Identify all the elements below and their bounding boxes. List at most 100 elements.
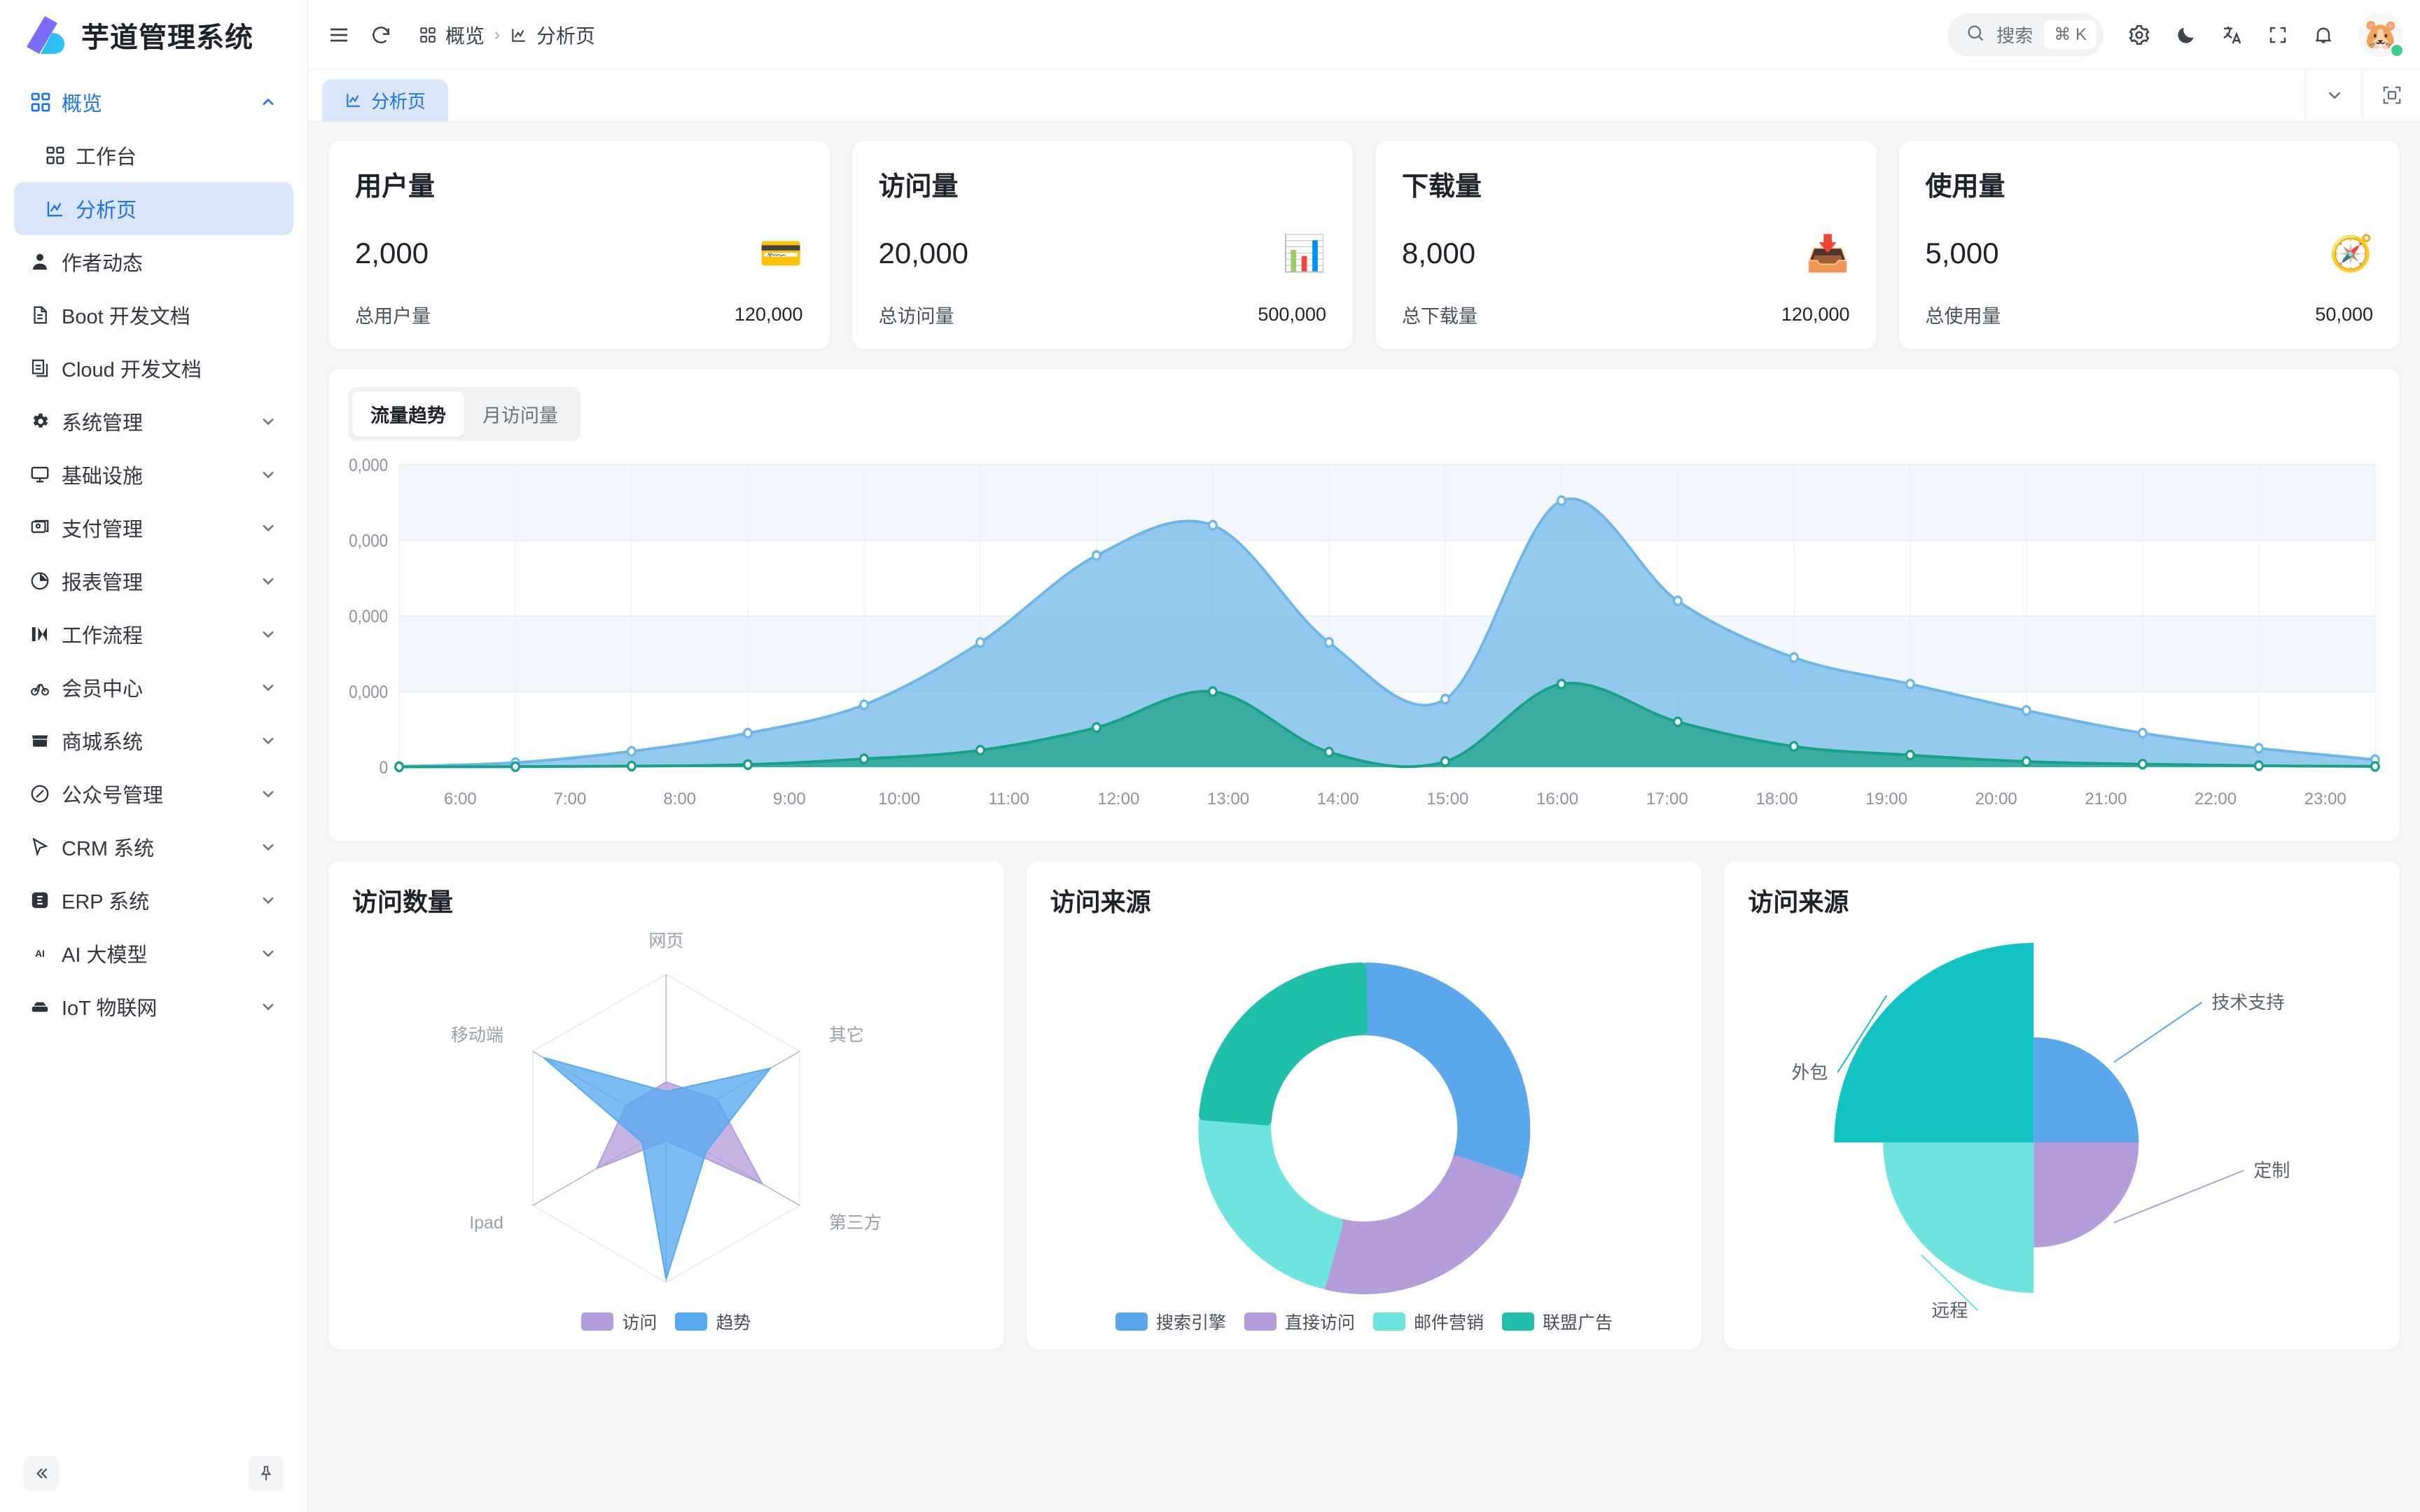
sidebar-item-ai-model[interactable]: AI AI 大模型 bbox=[14, 927, 293, 980]
legend-swatch bbox=[581, 1312, 614, 1331]
pin-icon[interactable] bbox=[249, 1456, 284, 1491]
trend-tab-monthly[interactable]: 月访问量 bbox=[482, 405, 558, 426]
trend-chart-card: 流量趋势 月访问量 0 20,000 40,000 60,000 80,000 6:00… bbox=[328, 368, 2400, 842]
chevron-down-icon bbox=[258, 678, 278, 697]
chevron-down-icon bbox=[258, 997, 278, 1016]
x-axis-tick: 13:00 bbox=[1207, 790, 1250, 808]
legend-item[interactable]: 趋势 bbox=[675, 1309, 751, 1334]
legend-label: 搜索引擎 bbox=[1155, 1313, 1226, 1333]
fullscreen-icon[interactable] bbox=[2267, 24, 2288, 46]
x-axis-tick: 23:00 bbox=[2304, 790, 2346, 808]
svg-text:其它: 其它 bbox=[829, 1026, 864, 1045]
moon-icon[interactable] bbox=[2175, 24, 2197, 46]
expand-icon[interactable] bbox=[2363, 69, 2420, 121]
x-axis-tick: 8:00 bbox=[663, 790, 697, 808]
area-chart: 0 20,000 40,000 60,000 80,000 6:00 7:00 8:00 9:… bbox=[348, 458, 2380, 829]
sidebar-item-system-management[interactable]: 系统管理 bbox=[14, 395, 293, 448]
compass-icon: 🧭 bbox=[2329, 234, 2373, 273]
tab-actions bbox=[2305, 69, 2420, 121]
stat-value: 8,000 bbox=[1402, 237, 1476, 270]
breadcrumb-label: 概览 bbox=[445, 24, 485, 47]
radar-chart: 网页其它第三方客户端Ipad移动端 bbox=[451, 932, 882, 1327]
shop-icon bbox=[29, 730, 62, 751]
legend-item[interactable]: 联盟广告 bbox=[1502, 1309, 1613, 1334]
legend-item[interactable]: 直接访问 bbox=[1244, 1309, 1355, 1334]
svg-text:技术支持: 技术支持 bbox=[2212, 992, 2285, 1013]
stat-sub-label: 总用户量 bbox=[355, 306, 431, 327]
gear-icon[interactable] bbox=[2127, 23, 2151, 47]
sidebar-item-boot-docs[interactable]: Boot 开发文档 bbox=[14, 288, 293, 342]
breadcrumb-item-analysis[interactable]: 分析页 bbox=[510, 21, 595, 49]
hamburger-icon[interactable] bbox=[328, 24, 350, 46]
search-input[interactable]: 搜索 ⌘ K bbox=[1947, 13, 2103, 57]
tab-analysis[interactable]: 分析页 bbox=[322, 79, 449, 121]
svg-text:20,000: 20,000 bbox=[348, 683, 388, 702]
x-axis-tick: 14:00 bbox=[1316, 790, 1359, 808]
avatar[interactable]: 🐹 bbox=[2358, 12, 2405, 58]
card-title: 访问来源 bbox=[1748, 888, 1849, 916]
user-icon bbox=[29, 251, 62, 272]
sidebar-item-label: 支付管理 bbox=[62, 519, 144, 541]
chevron-down-icon bbox=[258, 465, 278, 484]
sidebar-item-infrastructure[interactable]: 基础设施 bbox=[14, 448, 293, 501]
legend-swatch bbox=[675, 1312, 708, 1331]
stat-value: 2,000 bbox=[355, 237, 429, 270]
sidebar-item-workflow[interactable]: 工作流程 bbox=[14, 608, 293, 661]
legend-item[interactable]: 访问 bbox=[581, 1309, 657, 1334]
grid-icon bbox=[45, 145, 76, 166]
monitor-icon bbox=[29, 464, 62, 485]
sidebar-item-author-news[interactable]: 作者动态 bbox=[14, 235, 293, 288]
sidebar-item-label: 报表管理 bbox=[62, 572, 144, 594]
copy-document-icon bbox=[29, 358, 62, 379]
grid-icon bbox=[419, 24, 437, 46]
svg-text:Ipad: Ipad bbox=[469, 1213, 503, 1233]
trend-tab-traffic[interactable]: 流量趋势 bbox=[352, 391, 464, 437]
sidebar-item-member-center[interactable]: 会员中心 bbox=[14, 661, 293, 714]
chevron-down-icon bbox=[258, 571, 278, 591]
sidebar-item-iot[interactable]: IoT 物联网 bbox=[14, 980, 293, 1033]
sidebar-item-official-account[interactable]: 公众号管理 bbox=[14, 767, 293, 820]
breadcrumb: 概览 › 分析页 bbox=[419, 21, 595, 49]
x-axis-tick: 12:00 bbox=[1097, 790, 1140, 808]
legend-item[interactable]: 搜索引擎 bbox=[1115, 1309, 1226, 1334]
refresh-icon[interactable] bbox=[370, 24, 392, 46]
x-axis-tick: 6:00 bbox=[443, 790, 477, 808]
stat-sub-value: 500,000 bbox=[1258, 304, 1326, 325]
stat-sub-label: 总使用量 bbox=[1925, 306, 2001, 327]
wallet-icon bbox=[29, 517, 62, 538]
sidebar-item-crm[interactable]: CRM 系统 bbox=[14, 820, 293, 874]
chevron-down-icon[interactable] bbox=[2305, 69, 2363, 121]
stat-sub-value: 120,000 bbox=[734, 304, 803, 325]
stat-main: 5,000 🧭 bbox=[1926, 227, 2374, 280]
brand[interactable]: 芋道管理系统 bbox=[0, 0, 307, 70]
topbar: 概览 › 分析页 bbox=[308, 0, 2420, 70]
x-axis-tick: 16:00 bbox=[1536, 790, 1579, 808]
ai-icon: AI bbox=[29, 943, 62, 964]
sidebar-item-overview[interactable]: 概览 bbox=[14, 76, 293, 129]
legend-item[interactable]: 邮件营销 bbox=[1373, 1309, 1484, 1334]
svg-text:80,000: 80,000 bbox=[348, 458, 388, 475]
chart-icon bbox=[510, 24, 528, 46]
sidebar-item-report-management[interactable]: 报表管理 bbox=[14, 554, 293, 608]
sidebar-item-mall-system[interactable]: 商城系统 bbox=[14, 714, 293, 767]
sidebar-item-cloud-docs[interactable]: Cloud 开发文档 bbox=[14, 342, 293, 395]
translate-icon[interactable] bbox=[2221, 24, 2244, 46]
status-badge bbox=[2389, 42, 2405, 58]
chevron-down-icon bbox=[258, 890, 278, 910]
breadcrumb-item-overview[interactable]: 概览 bbox=[419, 21, 485, 49]
double-chevron-left-icon[interactable] bbox=[24, 1456, 59, 1491]
stat-value: 5,000 bbox=[1925, 237, 1999, 270]
sidebar-item-payment-management[interactable]: 支付管理 bbox=[14, 501, 293, 554]
bicycle-icon bbox=[29, 677, 62, 698]
bell-icon[interactable] bbox=[2312, 24, 2335, 46]
svg-text:远程: 远程 bbox=[1932, 1300, 1968, 1321]
sidebar-item-label: AI 大模型 bbox=[62, 944, 148, 967]
stat-footer: 总用户量 120,000 bbox=[355, 301, 803, 328]
sidebar-item-erp[interactable]: ERP 系统 bbox=[14, 874, 293, 927]
legend-swatch bbox=[1502, 1312, 1535, 1331]
stat-card-usage: 使用量 5,000 🧭 总使用量 50,000 bbox=[1898, 140, 2400, 350]
sidebar-item-analysis[interactable]: 分析页 bbox=[14, 182, 293, 235]
sidebar-item-workbench[interactable]: 工作台 bbox=[14, 129, 293, 182]
